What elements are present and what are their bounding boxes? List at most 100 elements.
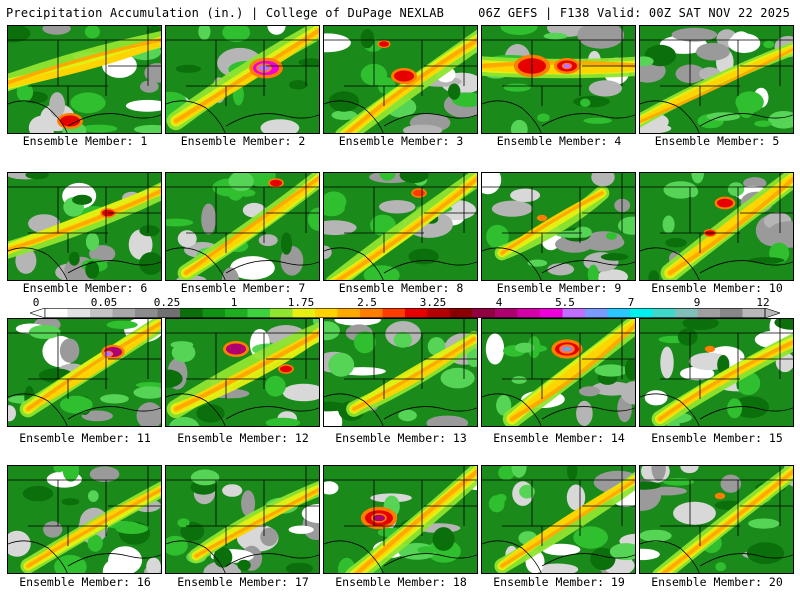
precip-field-map	[482, 319, 635, 426]
ensemble-member-label: Ensemble Member: 5	[654, 134, 780, 148]
colorbar-tick-label: 0.25	[153, 296, 181, 309]
colorbar-segment	[495, 308, 518, 318]
ensemble-member-label: Ensemble Member: 19	[493, 575, 625, 589]
precip-field-map	[324, 173, 477, 280]
precip-field-map	[324, 466, 477, 573]
colorbar-tick-label: 1.75	[287, 296, 315, 309]
ensemble-member-label: Ensemble Member: 11	[19, 431, 151, 445]
precip-field-map	[640, 319, 793, 426]
colorbar-tick-label: 1	[230, 296, 238, 309]
precip-field-map	[166, 466, 319, 573]
colorbar-tick-label: 5.5	[555, 296, 575, 309]
precip-field-map	[8, 466, 161, 573]
ensemble-map-19	[481, 465, 636, 574]
ensemble-map-20	[639, 465, 794, 574]
ensemble-member-label: Ensemble Member: 16	[19, 575, 151, 589]
precip-field-map	[166, 173, 319, 280]
colorbar-segment	[247, 308, 271, 318]
colorbar-min-arrow	[30, 308, 46, 318]
precip-field-map	[640, 466, 793, 573]
ensemble-member-label: Ensemble Member: 2	[180, 134, 306, 148]
ensemble-member-label: Ensemble Member: 14	[493, 431, 625, 445]
precip-field-map	[8, 319, 161, 426]
colorbar-segment	[540, 308, 563, 318]
precip-field-map	[640, 173, 793, 280]
colorbar-segment	[270, 308, 293, 318]
ensemble-member-label: Ensemble Member: 8	[338, 281, 464, 295]
colorbar-tick-label: 12	[756, 296, 770, 309]
ensemble-map-10	[639, 172, 794, 281]
ensemble-map-8	[323, 172, 478, 281]
colorbar-segment	[450, 308, 473, 318]
precip-field-map	[482, 466, 635, 573]
ensemble-map-5	[639, 25, 794, 134]
ensemble-member-label: Ensemble Member: 15	[651, 431, 783, 445]
ensemble-member-label: Ensemble Member: 9	[496, 281, 622, 295]
precip-field-map	[640, 26, 793, 133]
colorbar-max-arrow	[764, 308, 780, 318]
colorbar-segment	[607, 308, 631, 318]
colorbar-segment	[90, 308, 113, 318]
precip-field-map	[324, 319, 477, 426]
colorbar-segment	[427, 308, 451, 318]
ensemble-map-13	[323, 318, 478, 427]
ensemble-member-label: Ensemble Member: 4	[496, 134, 622, 148]
model-run-valid-time: 06Z GEFS | F138 Valid: 00Z SAT NOV 22 20…	[478, 6, 790, 20]
colorbar-segment	[360, 308, 383, 318]
ensemble-map-16	[7, 465, 162, 574]
colorbar-segment	[112, 308, 136, 318]
ensemble-member-label: Ensemble Member: 10	[651, 281, 783, 295]
precipitation-colorbar	[30, 308, 780, 318]
ensemble-map-11	[7, 318, 162, 427]
colorbar-segment	[517, 308, 541, 318]
colorbar-segment	[67, 308, 91, 318]
ensemble-map-1	[7, 25, 162, 134]
colorbar-segment	[742, 308, 766, 318]
product-title: Precipitation Accumulation (in.) | Colle…	[6, 6, 445, 20]
ensemble-member-label: Ensemble Member: 6	[22, 281, 148, 295]
colorbar-tick-label: 9	[693, 296, 701, 309]
ensemble-member-label: Ensemble Member: 7	[180, 281, 306, 295]
ensemble-map-14	[481, 318, 636, 427]
colorbar-segment	[315, 308, 338, 318]
ensemble-map-18	[323, 465, 478, 574]
precip-field-map	[166, 319, 319, 426]
colorbar-segment	[202, 308, 226, 318]
colorbar-segment	[720, 308, 743, 318]
colorbar-segment	[157, 308, 181, 318]
ensemble-member-label: Ensemble Member: 20	[651, 575, 783, 589]
colorbar-segment	[180, 308, 203, 318]
colorbar-segment	[337, 308, 361, 318]
ensemble-map-12	[165, 318, 320, 427]
ensemble-map-2	[165, 25, 320, 134]
precip-field-map	[8, 26, 161, 133]
precip-field-map	[482, 173, 635, 280]
colorbar-segment	[292, 308, 316, 318]
colorbar-tick-label: 7	[627, 296, 635, 309]
colorbar-segment	[585, 308, 608, 318]
ensemble-member-label: Ensemble Member: 18	[335, 575, 467, 589]
colorbar-tick-label: 0.05	[90, 296, 118, 309]
colorbar-segment	[630, 308, 653, 318]
ensemble-member-label: Ensemble Member: 13	[335, 431, 467, 445]
ensemble-map-3	[323, 25, 478, 134]
colorbar-segment	[472, 308, 496, 318]
precip-field-map	[166, 26, 319, 133]
ensemble-map-4	[481, 25, 636, 134]
ensemble-map-9	[481, 172, 636, 281]
colorbar-segment	[135, 308, 158, 318]
colorbar-segment	[382, 308, 406, 318]
colorbar-segment	[697, 308, 721, 318]
ensemble-map-6	[7, 172, 162, 281]
colorbar-tick-label: 4	[495, 296, 503, 309]
precip-field-map	[324, 26, 477, 133]
colorbar-tick-label: 3.25	[419, 296, 447, 309]
colorbar-tick-label: 0	[32, 296, 40, 309]
colorbar-segment	[225, 308, 248, 318]
ensemble-map-7	[165, 172, 320, 281]
colorbar-segment	[405, 308, 428, 318]
ensemble-map-17	[165, 465, 320, 574]
colorbar-tick-label: 2.5	[357, 296, 377, 309]
precip-field-map	[482, 26, 635, 133]
colorbar-segment	[675, 308, 698, 318]
